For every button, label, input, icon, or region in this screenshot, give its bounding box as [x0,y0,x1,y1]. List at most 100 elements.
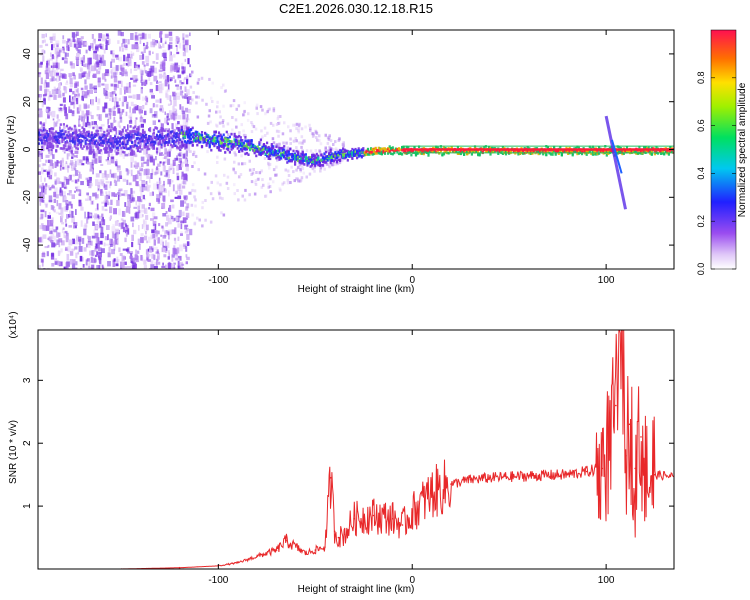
heatmap-cell [129,136,132,139]
heatmap-cell [96,251,98,256]
heatmap-cell [110,61,113,68]
heatmap-cell [178,209,182,217]
heatmap-cell [126,142,129,145]
heatmap-cell [66,80,68,83]
heatmap-cell [252,149,255,152]
heatmap-cell [134,35,139,41]
heatmap-cell [219,142,222,145]
heatmap-cell [143,64,146,67]
heatmap-cell [73,74,76,80]
heatmap-cell [109,136,112,140]
heatmap-cell [113,116,116,123]
heatmap-cell [119,114,122,119]
heatmap-cell [263,126,267,130]
heatmap-cell [295,154,298,158]
heatmap-cell [108,246,111,252]
heatmap-cell [109,135,112,138]
heatmap-cell [101,144,104,147]
heatmap-cell [430,150,433,153]
heatmap-cell [48,107,51,112]
heatmap-cell [58,261,63,267]
heatmap-cell [171,130,174,133]
heatmap-cell [239,142,242,146]
snr-data-point [343,533,346,536]
heatmap-cell [650,146,653,150]
heatmap-cell [290,155,293,159]
heatmap-cell [176,139,179,142]
heatmap-cell [209,120,212,124]
heatmap-cell [218,196,222,200]
heatmap-cell [182,217,187,224]
heatmap-cell [335,156,338,160]
heatmap-cell [143,66,146,72]
heatmap-cell [48,212,51,216]
heatmap-cell [67,246,71,253]
heatmap-cell [43,185,45,193]
heatmap-cell [71,215,75,223]
heatmap-cell [348,150,351,154]
heatmap-cell [59,130,62,133]
heatmap-cell [63,206,67,212]
heatmap-cell [191,98,194,102]
heatmap-cell [362,147,365,150]
heatmap-cell [100,57,103,64]
heatmap-cell [121,142,124,146]
heatmap-cell [247,146,250,149]
heatmap-cell [84,211,86,219]
heatmap-cell [129,267,132,269]
heatmap-cell [39,138,42,141]
heatmap-cell [39,110,43,118]
heatmap-cell [317,160,320,164]
heatmap-cell [301,157,304,161]
heatmap-cell [134,125,137,128]
heatmap-cell [114,97,118,103]
heatmap-cell [551,150,554,154]
heatmap-cell [98,44,100,48]
heatmap-cell [309,160,312,163]
heatmap-cell [69,82,74,88]
heatmap-cell [151,114,156,118]
heatmap-cell [58,83,61,90]
heatmap-cell [120,67,125,72]
heatmap-cell [96,129,100,133]
heatmap-cell [359,151,362,155]
heatmap-cell [309,156,312,159]
heatmap-cell [655,150,658,153]
heatmap-cell [135,162,140,168]
heatmap-cell [65,262,69,269]
heatmap-cell [56,114,59,119]
heatmap-cell [47,142,50,145]
heatmap-cell [75,252,78,259]
heatmap-cell [50,142,53,146]
heatmap-cell [182,134,185,138]
heatmap-cell [53,69,56,76]
heatmap-cell [117,148,120,152]
heatmap-cell [189,64,191,68]
heatmap-cell [319,142,323,146]
heatmap-cell [42,142,45,145]
heatmap-cell [39,94,42,101]
heatmap-cell [172,217,175,222]
heatmap-cell [140,237,144,243]
heatmap-cell [157,261,161,265]
heatmap-cell [63,186,67,189]
heatmap-cell [216,100,219,104]
heatmap-cell [240,123,243,127]
heatmap-cell [134,268,137,269]
heatmap-cell [121,43,123,48]
heatmap-cell [351,152,354,155]
heatmap-cell [173,108,177,111]
heatmap-cell [41,33,45,39]
heatmap-cell [148,202,151,207]
heatmap-cell [139,213,144,218]
heatmap-cell [38,131,41,134]
heatmap-cell [295,122,299,126]
heatmap-cell [47,219,50,227]
heatmap-cell [61,139,64,142]
heatmap-cell [202,141,205,144]
heatmap-cell [38,94,40,98]
heatmap-cell [50,240,54,243]
snr-data-point [285,539,288,542]
heatmap-cell [100,232,104,239]
heatmap-cell [40,77,43,85]
